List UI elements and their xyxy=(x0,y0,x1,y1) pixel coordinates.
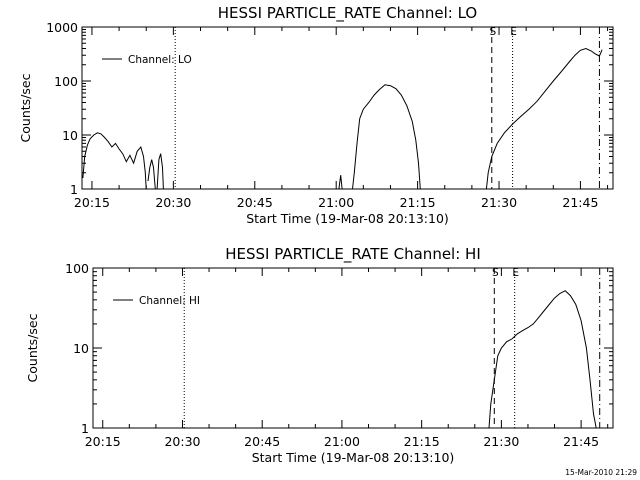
y-tick-label: 100 xyxy=(54,74,78,89)
x-tick-label: 21:00 xyxy=(324,434,360,449)
x-tick-label: 20:15 xyxy=(85,434,121,449)
series-line-segment xyxy=(156,153,164,190)
x-tick-label: 20:30 xyxy=(155,195,191,210)
x-tick-label: 21:15 xyxy=(400,195,436,210)
series-line-segment xyxy=(82,132,147,190)
marker-label-S: S xyxy=(492,267,499,279)
y-tick-label: 1 xyxy=(81,421,89,436)
series-line-segment xyxy=(485,47,603,190)
x-axis-label: Start Time (19-Mar-08 20:13:10) xyxy=(246,211,449,226)
y-tick-label: 1000 xyxy=(46,20,78,35)
x-tick-label: 20:15 xyxy=(74,195,110,210)
x-tick-label: 20:45 xyxy=(244,434,280,449)
series-line-segment xyxy=(352,84,421,190)
x-tick-label: 21:30 xyxy=(483,434,519,449)
series-line-segment xyxy=(488,290,597,429)
marker-label-E: E xyxy=(510,26,517,38)
marker-label-S: S xyxy=(489,26,496,38)
x-tick-label: 20:30 xyxy=(164,434,200,449)
y-tick-label: 1 xyxy=(70,182,78,197)
y-axis-label: Counts/sec xyxy=(25,313,40,382)
series-line-segment xyxy=(147,159,156,190)
x-tick-label: 21:45 xyxy=(562,195,598,210)
x-tick-label: 21:30 xyxy=(481,195,517,210)
x-tick-label: 21:45 xyxy=(563,434,599,449)
series-line-segment xyxy=(338,175,343,190)
x-tick-label: 21:00 xyxy=(318,195,354,210)
legend-label: Channel: LO xyxy=(128,54,192,66)
x-tick-label: 20:45 xyxy=(237,195,273,210)
plot-frame xyxy=(81,26,614,190)
y-axis-label: Counts/sec xyxy=(18,73,33,142)
x-axis-label: Start Time (19-Mar-08 20:13:10) xyxy=(252,450,455,465)
y-tick-label: 100 xyxy=(65,261,89,276)
chart-title: HESSI PARTICLE_RATE Channel: LO xyxy=(218,4,477,23)
y-tick-label: 10 xyxy=(73,341,89,356)
footer-timestamp: 15-Mar-2010 21:29 xyxy=(565,468,637,477)
panel-hi: HESSI PARTICLE_RATE Channel: HI 20:15 20:3… xyxy=(25,245,614,465)
panel-lo: HESSI PARTICLE_RATE Channel: LO 20:15 20:3… xyxy=(18,4,614,226)
chart-title: HESSI PARTICLE_RATE Channel: HI xyxy=(225,245,481,264)
plot-frame xyxy=(92,267,614,429)
marker-label-E: E xyxy=(512,267,519,279)
legend-label: Channel: HI xyxy=(139,295,200,307)
y-tick-label: 10 xyxy=(62,128,78,143)
x-tick-label: 21:15 xyxy=(404,434,440,449)
